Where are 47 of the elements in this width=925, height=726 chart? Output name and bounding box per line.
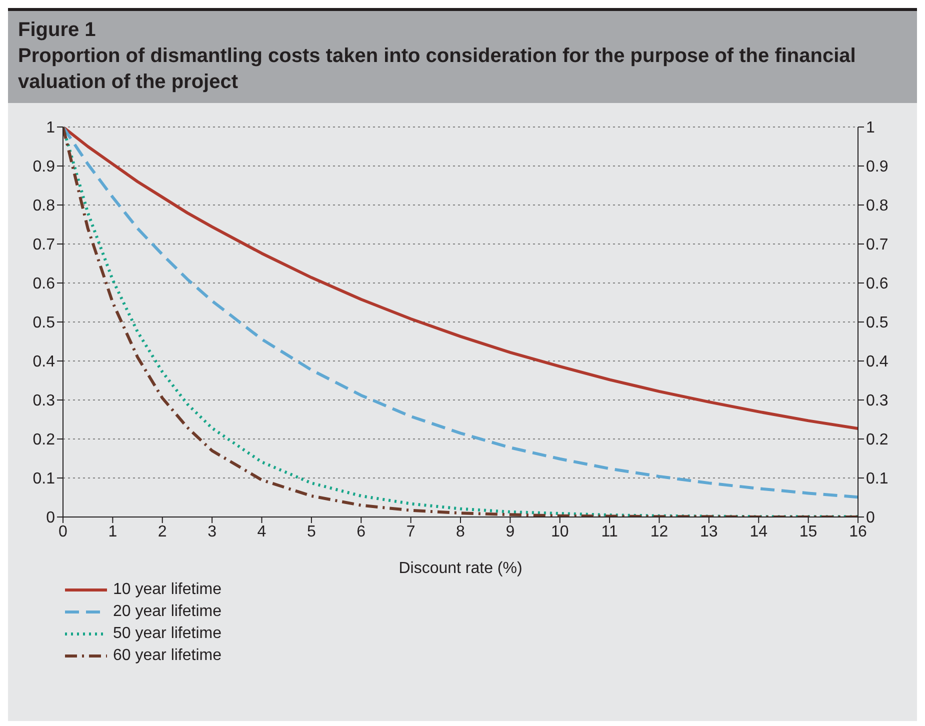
x-tick-label: 13: [700, 523, 718, 540]
y-tick-label: 0.9: [32, 158, 56, 176]
x-tick-label: 14: [750, 523, 768, 540]
y2-tick-label: 0.8: [866, 198, 888, 215]
chart-subtitle: Proportion of dismantling costs taken into consideration for the purpose of the financial valuation of the project: [18, 44, 857, 95]
y-tick-label: 0.6: [32, 276, 56, 293]
x-tick-label: 16: [849, 523, 867, 540]
x-tick-label: 5: [306, 523, 316, 540]
y2-tick-label: 0.3: [866, 392, 888, 410]
y2-tick-label: 1: [866, 120, 875, 137]
y-tick-label: 0.4: [32, 354, 56, 371]
x-axis-title: Discount rate (%): [398, 560, 522, 577]
line-series: [63, 127, 858, 430]
legend-label: 10 year lifetime: [113, 581, 222, 599]
y2-tick-label: 0.2: [866, 432, 888, 449]
y-tick-label: 0.2: [32, 432, 56, 449]
x-tick-label: 10: [550, 523, 569, 540]
y2-tick-label: 0.7: [866, 236, 888, 254]
x-tick-label: 2: [158, 523, 167, 540]
x-tick-label: 0: [58, 523, 68, 540]
y2-tick-label: 0.9: [866, 158, 888, 176]
y2-tick-label: 0.1: [866, 470, 888, 488]
legend-label: 60 year lifetime: [113, 647, 222, 665]
x-tick-label: 4: [257, 523, 266, 540]
chart-title: Figure 1: [18, 18, 97, 43]
x-tick-label: 7: [406, 523, 416, 540]
x-tick-label: 9: [506, 523, 515, 540]
y-tick-label: 0: [46, 510, 56, 527]
y2-tick-label: 0.4: [866, 354, 888, 371]
y2-tick-label: 0: [866, 510, 875, 527]
y-tick-label: 0.8: [32, 198, 56, 215]
x-tick-label: 15: [799, 523, 818, 540]
x-tick-label: 3: [208, 523, 217, 540]
y-tick-label: 0.7: [32, 236, 56, 254]
x-tick-label: 8: [456, 523, 466, 540]
x-tick-label: 6: [356, 523, 366, 540]
y2-tick-label: 0.5: [866, 314, 888, 332]
x-tick-label: 11: [601, 523, 618, 540]
legend-label: 50 year lifetime: [113, 625, 222, 643]
y-tick-label: 0.5: [32, 314, 56, 332]
y-tick-label: 0.1: [32, 470, 56, 488]
x-tick-label: 1: [108, 523, 118, 540]
y2-tick-label: 0.6: [866, 276, 888, 293]
y-tick-label: 1: [46, 120, 56, 137]
y-tick-label: 0.3: [32, 392, 56, 410]
x-tick-label: 12: [650, 523, 668, 540]
legend-label: 20 year lifetime: [113, 603, 222, 621]
